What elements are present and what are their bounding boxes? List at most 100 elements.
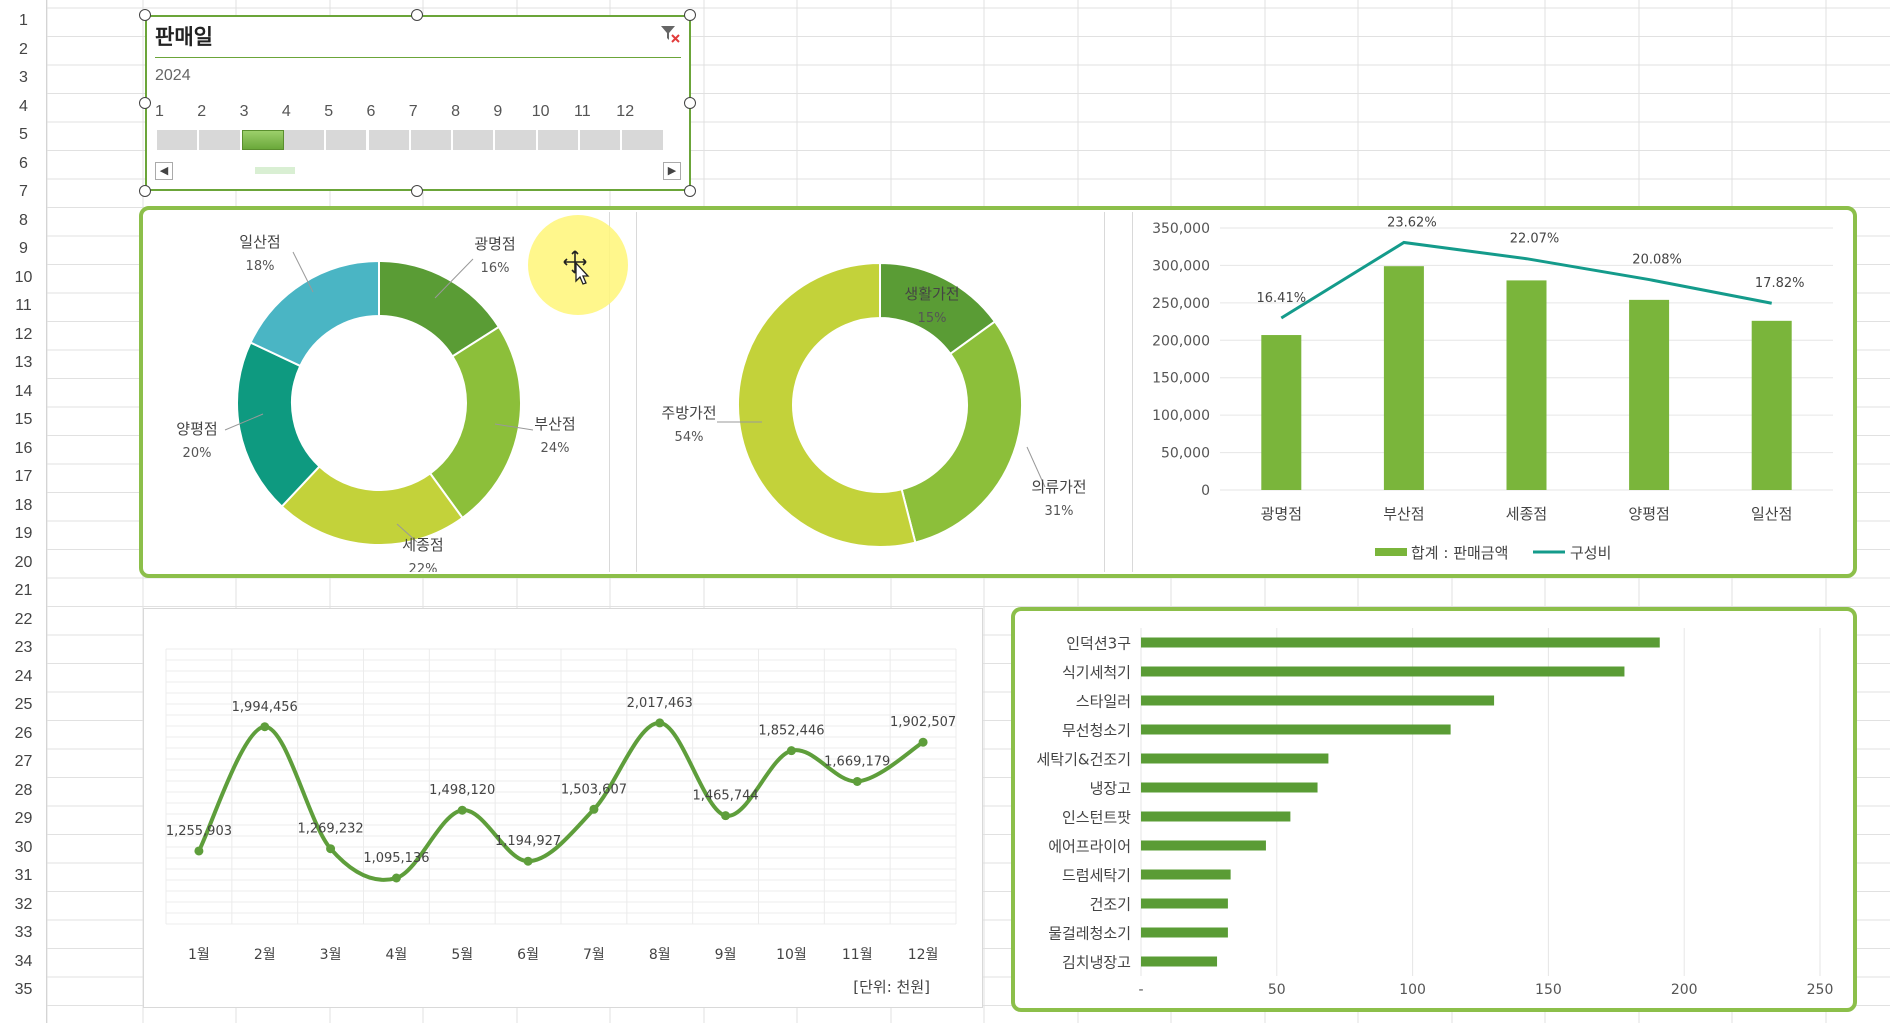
timeline-month-cell[interactable] (410, 130, 454, 150)
product-bar[interactable] (1141, 695, 1495, 706)
sales-bar[interactable] (1629, 299, 1670, 490)
row-number[interactable]: 25 (14, 696, 33, 713)
resize-handle-middle-right[interactable] (684, 97, 696, 109)
resize-handle-top-middle[interactable] (411, 9, 423, 21)
product-bar[interactable] (1141, 637, 1660, 648)
row-number[interactable]: 6 (19, 154, 28, 172)
filter-clear-icon[interactable] (659, 23, 681, 45)
timeline-month-cell[interactable] (241, 130, 284, 150)
data-point[interactable] (589, 804, 599, 814)
timeline-month-cell[interactable] (495, 130, 538, 150)
product-bar[interactable] (1141, 927, 1228, 938)
data-point[interactable] (260, 722, 270, 732)
resize-handle-middle-left[interactable] (139, 97, 151, 109)
timeline-month-cell[interactable] (580, 130, 623, 150)
row-number[interactable]: 10 (14, 268, 33, 286)
row-number[interactable]: 4 (19, 97, 28, 115)
row-number[interactable]: 30 (14, 838, 33, 856)
resize-handle-bottom-right[interactable] (684, 185, 696, 197)
row-number[interactable]: 12 (14, 325, 33, 343)
row-number[interactable]: 16 (14, 439, 33, 457)
sales-bar[interactable] (1751, 320, 1792, 490)
data-point[interactable] (721, 811, 731, 821)
product-bar[interactable] (1141, 956, 1218, 967)
product-sales-bar-chart[interactable]: - 50 100 150 200 250 인덕션3구식기세척기스타일러무선청소기세탁기&건조… (1016, 612, 1852, 1007)
resize-handle-bottom-middle[interactable] (411, 185, 423, 197)
row-number[interactable]: 33 (14, 924, 33, 941)
timeline-month-cell[interactable] (283, 130, 327, 150)
row-number[interactable]: 23 (14, 639, 33, 656)
row-number[interactable]: 15 (14, 411, 33, 428)
row-number[interactable]: 31 (14, 867, 33, 884)
product-bar[interactable] (1141, 724, 1451, 735)
row-number[interactable]: 18 (14, 496, 33, 514)
slicer-title: 판매일 (155, 25, 213, 49)
sales-bar[interactable] (1383, 266, 1424, 490)
row-number[interactable]: 13 (14, 354, 33, 371)
data-point[interactable] (852, 776, 862, 786)
row-number[interactable]: 32 (14, 895, 33, 913)
sales-bar[interactable] (1261, 335, 1302, 490)
timeline-month-cell[interactable] (537, 130, 580, 150)
row-number[interactable]: 14 (14, 382, 33, 400)
data-point[interactable] (786, 746, 796, 756)
store-sales-combo-chart[interactable]: 350,000 300,000 250,000 200,000 150,000 100,0… (1133, 212, 1851, 572)
data-point[interactable] (523, 856, 533, 866)
data-point[interactable] (391, 873, 401, 883)
resize-handle-top-right[interactable] (684, 9, 696, 21)
product-bar[interactable] (1141, 782, 1318, 793)
row-number[interactable]: 24 (14, 667, 33, 685)
donut-slice[interactable] (249, 259, 380, 368)
row-number[interactable]: 20 (14, 553, 33, 571)
row-number[interactable]: 1 (19, 12, 28, 29)
row-number[interactable]: 26 (14, 724, 33, 742)
data-point[interactable] (918, 737, 928, 747)
resize-handle-bottom-left[interactable] (139, 185, 151, 197)
row-number[interactable]: 21 (14, 582, 33, 599)
row-number[interactable]: 11 (15, 297, 32, 314)
monthly-sales-line-chart[interactable]: 1,255,903 1월 1,994,456 2월 1,269,232 3월 1,095,1… (144, 609, 982, 1007)
row-number[interactable]: 35 (14, 981, 33, 998)
data-point[interactable] (194, 846, 204, 856)
product-bar[interactable] (1141, 666, 1625, 677)
timeline-month-cell[interactable] (199, 130, 242, 150)
row-number[interactable]: 3 (19, 69, 28, 86)
product-bar[interactable] (1141, 753, 1329, 764)
row-number[interactable]: 22 (14, 610, 33, 628)
category-share-donut-chart[interactable]: 생활가전 15% 의류가전 31% 주방가전 54% (637, 212, 1105, 572)
row-number[interactable]: 28 (14, 781, 33, 799)
product-bar[interactable] (1141, 811, 1291, 822)
resize-handle-top-left[interactable] (139, 9, 151, 21)
scroll-thumb[interactable] (255, 167, 295, 174)
date-slicer[interactable]: 판매일 2024 1 2 3 4 5 6 7 8 9 10 11 12 ◀ ▶ (145, 15, 691, 191)
data-point[interactable] (326, 844, 336, 854)
row-number[interactable]: 27 (14, 753, 33, 770)
product-bar[interactable] (1141, 840, 1266, 851)
row-number[interactable]: 19 (14, 525, 33, 542)
donut-slice[interactable] (900, 320, 1023, 544)
share-line[interactable] (1280, 240, 1772, 320)
donut-slice[interactable] (737, 261, 917, 548)
sales-bar[interactable] (1506, 280, 1547, 490)
timeline-month-cell[interactable] (622, 130, 665, 150)
row-number[interactable]: 29 (14, 810, 33, 827)
data-point[interactable] (655, 718, 665, 728)
timeline-month-cell[interactable] (157, 130, 200, 150)
row-number[interactable]: 8 (19, 211, 28, 229)
row-number[interactable]: 9 (19, 240, 28, 257)
row-number[interactable]: 5 (19, 126, 28, 143)
row-number[interactable]: 2 (19, 40, 28, 58)
product-bar[interactable] (1141, 898, 1228, 909)
row-number[interactable]: 34 (14, 952, 33, 970)
timeline-month-cell[interactable] (326, 130, 369, 150)
row-number[interactable]: 7 (19, 183, 28, 200)
timeline-month-cell[interactable] (453, 130, 496, 150)
product-bar[interactable] (1141, 869, 1231, 880)
timeline-month-cell[interactable] (368, 130, 411, 150)
scroll-right-arrow-icon[interactable]: ▶ (663, 162, 681, 180)
data-point[interactable] (457, 805, 467, 815)
donut-slice[interactable] (428, 325, 522, 520)
scroll-left-arrow-icon[interactable]: ◀ (155, 162, 173, 180)
row-number[interactable]: 17 (14, 468, 33, 485)
store-share-donut-chart[interactable]: 광명점 16% 부산점 24% 세종점 22% 양평점 20% 일산점 18% (145, 212, 610, 572)
